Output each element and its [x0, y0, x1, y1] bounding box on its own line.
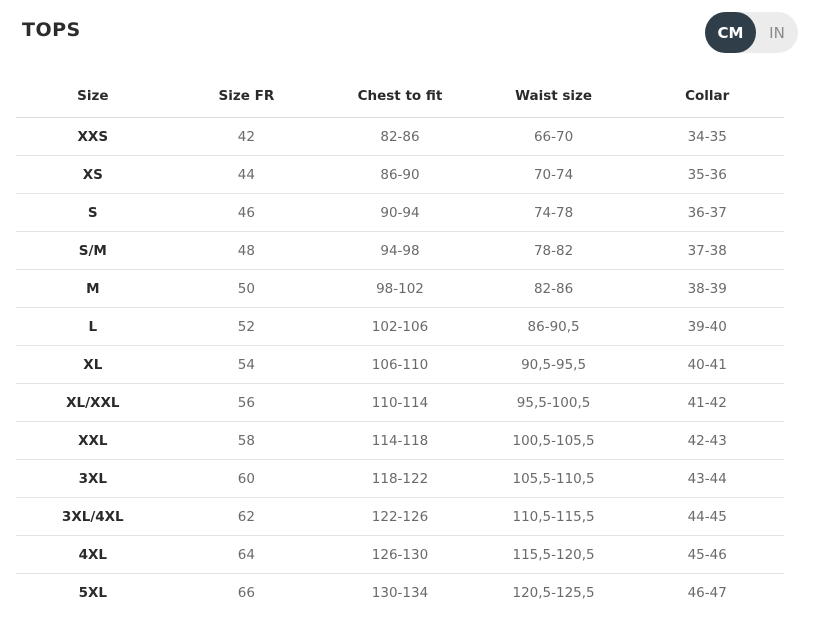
- unit-toggle[interactable]: CM IN: [705, 12, 798, 53]
- table-row: 3XL/4XL 62 122-126 110,5-115,5 44-45: [16, 497, 784, 536]
- header-size-fr: Size FR: [169, 75, 324, 118]
- cell-waist: 110,5-115,5: [476, 497, 631, 536]
- cell-chest: 102-106: [323, 307, 477, 346]
- table-row: XXL 58 114-118 100,5-105,5 42-43: [16, 421, 784, 460]
- cell-collar: 36-37: [630, 193, 784, 232]
- cell-size-fr: 64: [169, 535, 324, 574]
- table-row: 4XL 64 126-130 115,5-120,5 45-46: [16, 535, 784, 574]
- cell-chest: 86-90: [323, 155, 477, 194]
- cell-size: 3XL/4XL: [16, 497, 170, 536]
- table-row: 3XL 60 118-122 105,5-110,5 43-44: [16, 459, 784, 498]
- cell-size: 4XL: [16, 535, 170, 574]
- cell-size-fr: 44: [169, 155, 324, 194]
- table-row: 5XL 66 130-134 120,5-125,5 46-47: [16, 574, 784, 612]
- cell-size: XL/XXL: [16, 383, 170, 422]
- cell-size: S: [16, 193, 170, 232]
- cell-collar: 35-36: [630, 155, 784, 194]
- cell-collar: 43-44: [630, 459, 784, 498]
- table-row: XL 54 106-110 90,5-95,5 40-41: [16, 345, 784, 384]
- table-row: M 50 98-102 82-86 38-39: [16, 269, 784, 308]
- table-row: XXS 42 82-86 66-70 34-35: [16, 117, 784, 156]
- cell-chest: 126-130: [323, 535, 477, 574]
- unit-in-button[interactable]: IN: [769, 23, 785, 42]
- cell-waist: 70-74: [476, 155, 631, 194]
- cell-chest: 118-122: [323, 459, 477, 498]
- cell-collar: 46-47: [687, 584, 727, 601]
- cell-chest: 90-94: [323, 193, 477, 232]
- cell-waist: 66-70: [476, 117, 631, 156]
- cell-size-fr: 60: [169, 459, 324, 498]
- cell-waist: 90,5-95,5: [476, 345, 631, 384]
- size-chart-table: Size Size FR Chest to fit Waist size Col…: [16, 75, 784, 611]
- cell-collar: 42-43: [630, 421, 784, 460]
- cell-chest: 82-86: [323, 117, 477, 156]
- cell-size: 3XL: [16, 459, 170, 498]
- table-row: XS 44 86-90 70-74 35-36: [16, 155, 784, 194]
- cell-collar: 37-38: [630, 231, 784, 270]
- cell-size-fr: 48: [169, 231, 324, 270]
- cell-waist: 100,5-105,5: [476, 421, 631, 460]
- cell-size: S/M: [16, 231, 170, 270]
- table-row: S/M 48 94-98 78-82 37-38: [16, 231, 784, 270]
- cell-size: XL: [16, 345, 170, 384]
- cell-size-fr: 54: [169, 345, 324, 384]
- cell-size: XXS: [16, 117, 170, 156]
- table-row: XL/XXL 56 110-114 95,5-100,5 41-42: [16, 383, 784, 422]
- cell-size: 5XL: [78, 584, 107, 601]
- cell-size: L: [16, 307, 170, 346]
- cell-waist: 82-86: [476, 269, 631, 308]
- cell-size-fr: 58: [169, 421, 324, 460]
- cell-collar: 38-39: [630, 269, 784, 308]
- table-header-row: Size Size FR Chest to fit Waist size Col…: [16, 75, 784, 118]
- header-chest: Chest to fit: [323, 75, 477, 118]
- cell-collar: 40-41: [630, 345, 784, 384]
- cell-waist: 95,5-100,5: [476, 383, 631, 422]
- cell-size-fr: 62: [169, 497, 324, 536]
- cell-chest: 94-98: [323, 231, 477, 270]
- table-row: L 52 102-106 86-90,5 39-40: [16, 307, 784, 346]
- page-title: TOPS: [22, 19, 81, 41]
- cell-collar: 45-46: [630, 535, 784, 574]
- cell-size: M: [16, 269, 170, 308]
- header-waist: Waist size: [476, 75, 631, 118]
- cell-size-fr: 52: [169, 307, 324, 346]
- unit-cm-button[interactable]: CM: [705, 12, 756, 53]
- cell-waist: 86-90,5: [476, 307, 631, 346]
- cell-size: XS: [16, 155, 170, 194]
- cell-waist: 115,5-120,5: [476, 535, 631, 574]
- cell-size: XXL: [16, 421, 170, 460]
- table-body: XXS 42 82-86 66-70 34-35 XS 44 86-90 70-74 35-36 S…: [16, 117, 784, 612]
- cell-collar: 41-42: [630, 383, 784, 422]
- cell-size-fr: 66: [237, 584, 255, 601]
- table-row: S 46 90-94 74-78 36-37: [16, 193, 784, 232]
- cell-chest: 110-114: [323, 383, 477, 422]
- cell-collar: 39-40: [630, 307, 784, 346]
- cell-size-fr: 46: [169, 193, 324, 232]
- cell-chest: 122-126: [323, 497, 477, 536]
- cell-chest: 114-118: [323, 421, 477, 460]
- cell-collar: 34-35: [630, 117, 784, 156]
- cell-chest: 98-102: [323, 269, 477, 308]
- cell-waist: 74-78: [476, 193, 631, 232]
- header-collar: Collar: [630, 75, 784, 118]
- cell-waist: 105,5-110,5: [476, 459, 631, 498]
- cell-size-fr: 42: [169, 117, 324, 156]
- cell-waist: 78-82: [476, 231, 631, 270]
- cell-chest: 130-134: [371, 584, 429, 601]
- header-size: Size: [16, 75, 170, 118]
- cell-collar: 44-45: [630, 497, 784, 536]
- cell-waist: 120,5-125,5: [512, 584, 595, 601]
- cell-size-fr: 56: [169, 383, 324, 422]
- cell-size-fr: 50: [169, 269, 324, 308]
- cell-chest: 106-110: [323, 345, 477, 384]
